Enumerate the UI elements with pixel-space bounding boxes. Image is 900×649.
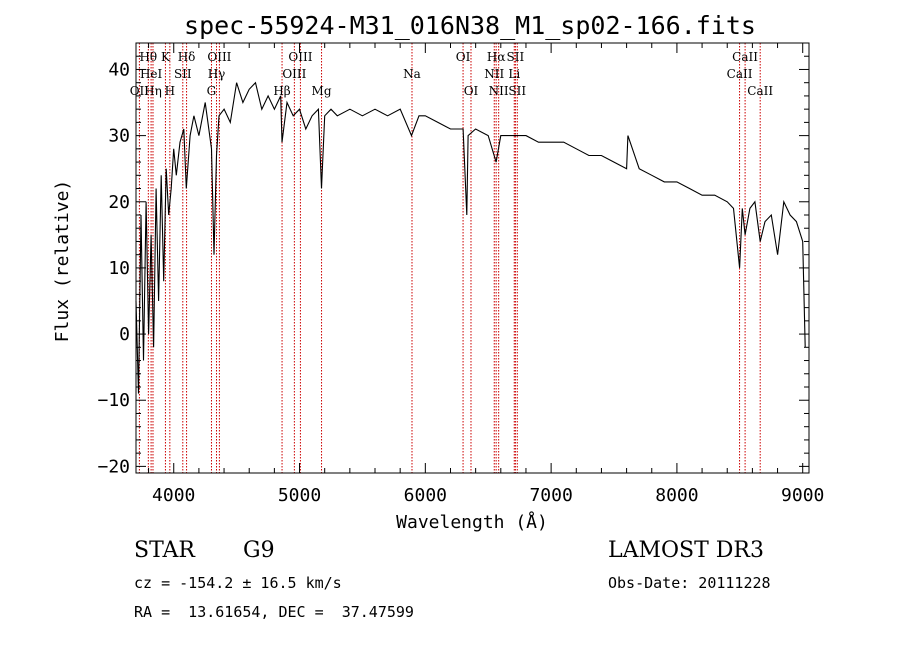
spectral-line-markers [138, 43, 761, 473]
observation-date: Obs-Date: 20111228 [608, 574, 771, 592]
radial-velocity: cz = -154.2 ± 16.5 km/s [134, 574, 342, 592]
y-tick-label-6: 40 [108, 59, 130, 80]
chart-title: spec-55924-M31_016N38_M1_sp02-166.fits [184, 11, 756, 40]
x-tick-label-2: 6000 [404, 485, 447, 506]
line-label-14: Mg [312, 84, 332, 98]
y-tick-label-5: 30 [108, 126, 130, 147]
line-label-21: Li [508, 67, 520, 81]
sky-coordinates: RA = 13.61654, DEC = 37.47599 [134, 603, 414, 621]
line-label-9: Hγ [208, 67, 226, 81]
line-label-17: OI [464, 84, 479, 98]
line-label-18: NII [484, 67, 504, 81]
line-label-22: SII [507, 50, 525, 64]
x-tick-label-1: 5000 [278, 485, 321, 506]
spectrum-line [135, 81, 806, 394]
line-label-6: SII [174, 67, 192, 81]
x-axis-label: Wavelength (Å) [396, 511, 548, 533]
x-tick-label-0: 4000 [152, 485, 195, 506]
y-tick-label-0: −20 [97, 456, 130, 477]
x-tick-label-5: 9000 [781, 485, 824, 506]
line-label-13: OIII [288, 50, 312, 64]
line-label-26: CaII [747, 84, 773, 98]
line-label-4: K [161, 50, 171, 64]
line-label-2: HeI [140, 67, 163, 81]
survey-name: LAMOST DR3 [608, 538, 764, 563]
line-label-7: Hδ [178, 50, 196, 64]
y-axis-label: Flux (relative) [52, 180, 73, 343]
line-label-12: OIII [282, 67, 306, 81]
spectrum-chart: spec-55924-M31_016N38_M1_sp02-166.fits H… [52, 11, 824, 533]
line-label-3: Hη [144, 84, 162, 98]
line-label-23: SII [508, 84, 526, 98]
line-label-5: H [165, 84, 175, 98]
line-label-24: CaII [727, 67, 753, 81]
y-tick-label-4: 20 [108, 192, 130, 213]
line-label-20: NII [489, 84, 509, 98]
line-label-15: Na [403, 67, 421, 81]
line-label-1: OII [130, 84, 150, 98]
line-label-11: Hβ [273, 84, 290, 98]
y-tick-label-3: 10 [108, 258, 130, 279]
line-label-0: Hθ [139, 50, 157, 64]
x-axis: 4000 5000 6000 7000 8000 9000 [148, 43, 824, 506]
object-class: STAR [134, 538, 195, 563]
y-tick-label-1: −10 [97, 390, 130, 411]
spectral-line-labels: Hθ OII HeI Hη K H SII Hδ G Hγ OIII Hβ OIII OIII Mg Na OI… [130, 50, 774, 98]
y-axis: −20 −10 0 10 20 30 40 [97, 42, 809, 477]
line-label-8: G [207, 84, 217, 98]
y-tick-label-2: 0 [119, 324, 130, 345]
line-label-19: Hα [487, 50, 506, 64]
object-subclass: G9 [243, 538, 275, 563]
line-label-16: OI [456, 50, 471, 64]
line-label-10: OIII [207, 50, 231, 64]
x-tick-label-3: 7000 [529, 485, 572, 506]
x-tick-label-4: 8000 [655, 485, 698, 506]
plot-frame [135, 42, 810, 474]
line-label-25: CaII [732, 50, 758, 64]
